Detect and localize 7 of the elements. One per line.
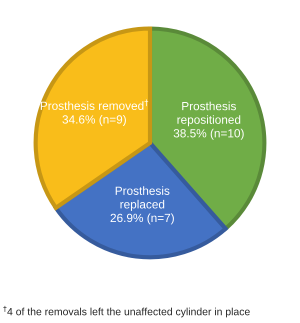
- slice-label: Prosthesis replaced: [116, 186, 170, 211]
- data-label: 26.9% (n=7): [110, 213, 174, 224]
- text: $^{†}$4 of the removals left the unaffected cylinder in place: [3, 306, 250, 318]
- slice-label: Prosthesis repositioned: [177, 102, 240, 126]
- data-label: 34.6% (n=9): [62, 114, 126, 126]
- data-label: 38.5% (n=10): [174, 128, 244, 140]
- slice-label: Prosthesis removed$^{†}$: [40, 99, 148, 110]
